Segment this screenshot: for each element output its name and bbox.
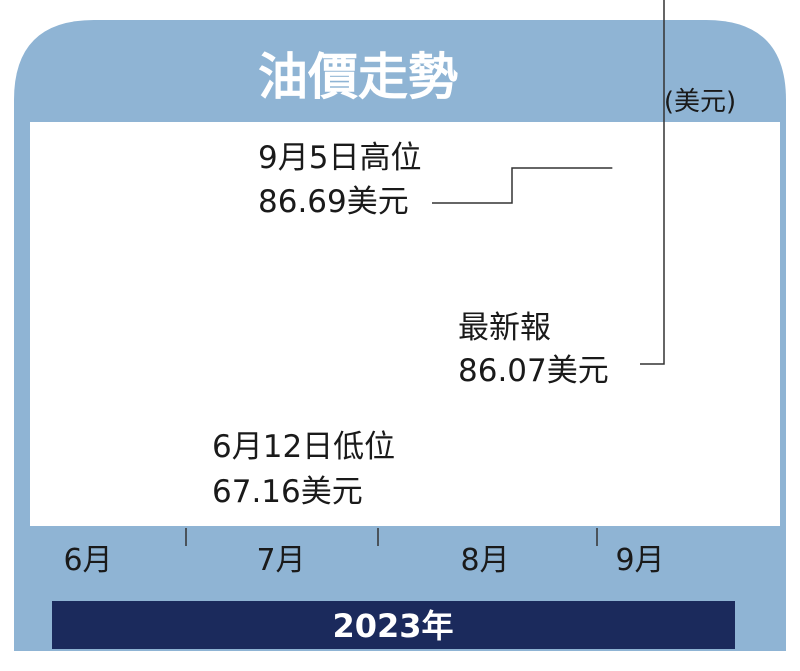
month-label: 6月 xyxy=(63,543,112,578)
low-annotation-value: 67.16美元 xyxy=(212,474,363,510)
plot-area xyxy=(30,122,780,526)
unit-label: (美元) xyxy=(664,87,736,117)
x-axis-months: 6月 7月 8月 9月 xyxy=(63,528,665,578)
chart-title: 油價走勢 xyxy=(258,48,458,106)
year-label: 2023年 xyxy=(332,607,453,645)
low-annotation-date: 6月12日低位 xyxy=(212,429,395,465)
month-label: 8月 xyxy=(460,543,509,578)
annotation-leaders xyxy=(432,0,665,365)
month-label: 9月 xyxy=(615,543,664,578)
latest-annotation-label: 最新報 xyxy=(458,310,551,346)
high-annotation-date: 9月5日高位 xyxy=(258,140,421,176)
year-band xyxy=(52,601,735,649)
latest-annotation-value: 86.07美元 xyxy=(458,353,609,389)
month-label: 7月 xyxy=(256,543,305,578)
high-annotation-value: 86.69美元 xyxy=(258,184,409,220)
high-leader xyxy=(432,167,613,204)
latest-leader xyxy=(640,0,665,365)
